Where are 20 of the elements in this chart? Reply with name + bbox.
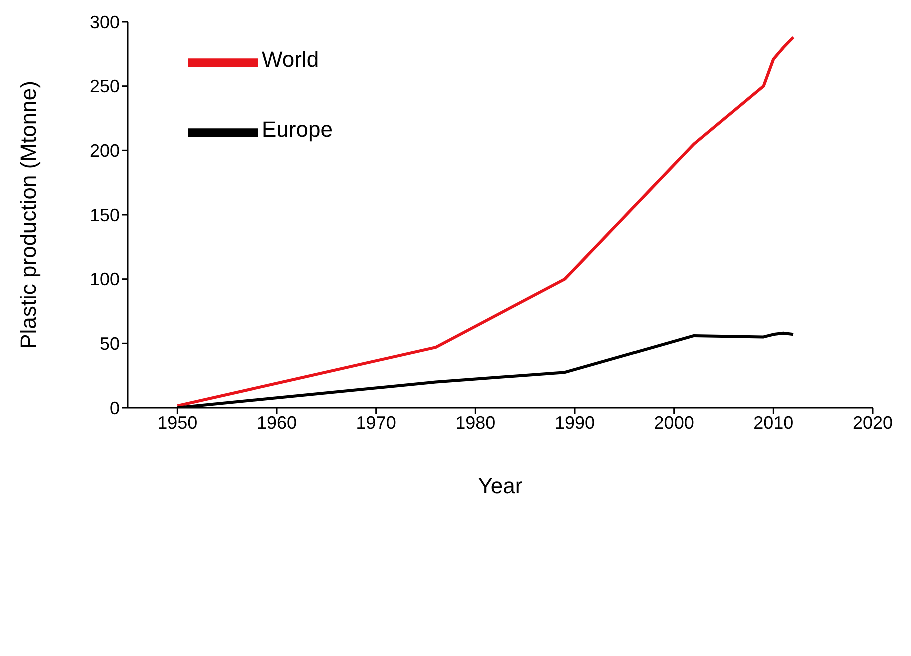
y-tick-label: 300	[90, 12, 120, 32]
x-tick-label: 2000	[654, 412, 694, 433]
y-tick-label: 250	[90, 76, 120, 97]
x-tick-label: 2020	[852, 412, 894, 433]
x-axis-title: Year	[478, 474, 523, 499]
x-tick-label: 1970	[356, 412, 396, 433]
y-tick-label: 0	[110, 398, 120, 418]
y-axis-title: Plastic production (Mtonne)	[16, 81, 41, 349]
legend-label: Europe	[262, 117, 333, 142]
x-tick-label: 1950	[158, 412, 198, 433]
line-series	[176, 36, 796, 408]
legend-label: World	[262, 47, 320, 72]
x-tick-label: 1990	[554, 412, 596, 433]
x-tick-label: 1980	[456, 412, 496, 433]
y-tick-label: 150	[90, 205, 120, 226]
y-tick-label: 50	[100, 334, 120, 354]
x-tick-label: 1960	[256, 412, 298, 433]
x-tick-label: 2010	[754, 412, 794, 433]
y-tick-label: 200	[90, 141, 120, 162]
y-tick-label: 100	[90, 270, 120, 290]
